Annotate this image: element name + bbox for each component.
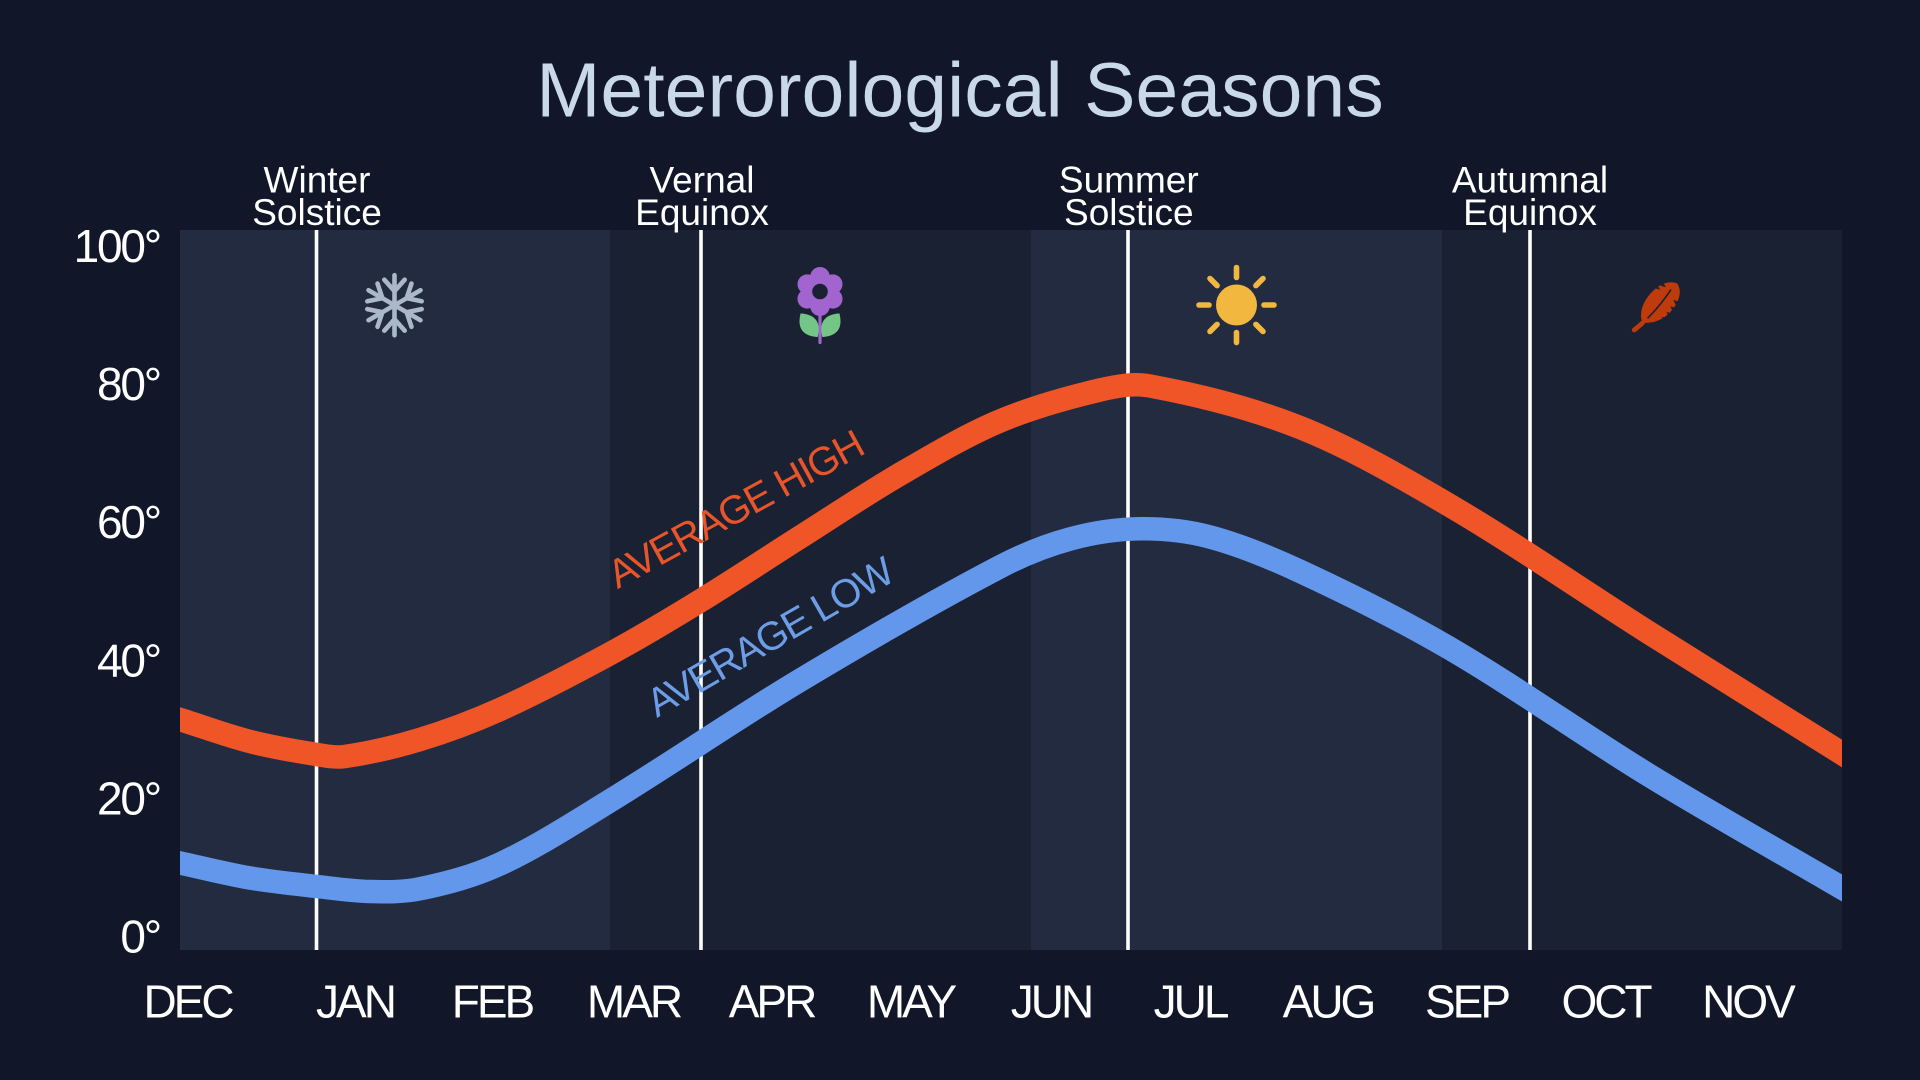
svg-text:JAN: JAN [316, 976, 394, 1028]
svg-text:Autumnal: Autumnal [1452, 160, 1608, 201]
svg-text:FEB: FEB [452, 976, 534, 1028]
svg-text:APR: APR [729, 976, 816, 1028]
svg-text:DEC: DEC [143, 976, 233, 1028]
svg-text:Equinox: Equinox [635, 192, 769, 233]
svg-text:Winter: Winter [264, 160, 371, 201]
svg-text:100°: 100° [74, 220, 160, 272]
svg-text:60°: 60° [97, 496, 160, 548]
svg-text:MAY: MAY [867, 976, 957, 1028]
svg-text:Vernal: Vernal [650, 160, 755, 201]
svg-text:Solstice: Solstice [1064, 192, 1194, 233]
svg-text:Equinox: Equinox [1463, 192, 1597, 233]
svg-text:AUG: AUG [1283, 976, 1374, 1028]
svg-text:40°: 40° [97, 634, 160, 686]
svg-text:Summer: Summer [1059, 160, 1199, 201]
svg-text:JUN: JUN [1011, 976, 1091, 1028]
svg-text:OCT: OCT [1561, 976, 1652, 1028]
svg-text:Meterorological Seasons: Meterorological Seasons [536, 48, 1383, 134]
svg-text:0°: 0° [120, 910, 160, 962]
svg-text:SEP: SEP [1425, 976, 1509, 1028]
svg-text:80°: 80° [97, 358, 160, 410]
svg-text:20°: 20° [97, 772, 160, 824]
svg-text:JUL: JUL [1154, 976, 1229, 1028]
svg-text:MAR: MAR [587, 976, 682, 1028]
svg-text:NOV: NOV [1702, 976, 1796, 1028]
svg-text:Solstice: Solstice [252, 192, 382, 233]
